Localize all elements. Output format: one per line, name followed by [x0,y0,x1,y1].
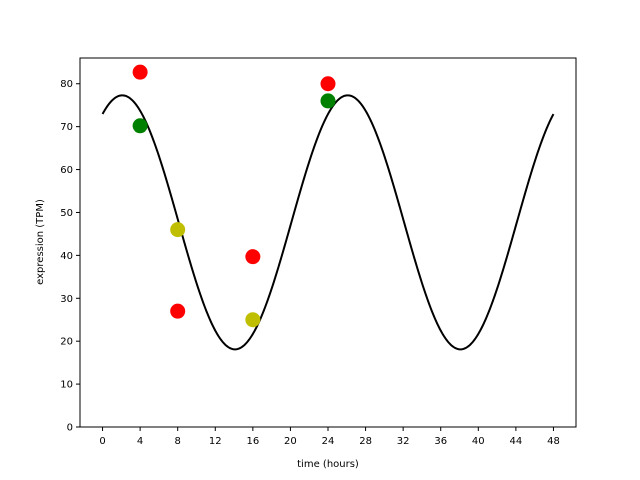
data-point-3 [170,303,186,319]
data-points-layer [132,64,336,328]
plot-background [80,58,576,427]
data-point-2 [170,222,186,238]
x-tick-label-32: 32 [397,436,410,447]
y-tick-label-30: 30 [60,294,73,305]
data-point-6 [320,76,336,92]
y-tick-label-50: 50 [60,208,73,219]
y-tick-label-70: 70 [60,122,73,133]
x-tick-label-4: 4 [137,436,143,447]
x-tick-label-36: 36 [434,436,447,447]
data-point-5 [245,312,261,328]
fit-curve [101,94,555,351]
plot-area [80,58,576,427]
x-tick-label-12: 12 [209,436,222,447]
x-tick-label-40: 40 [472,436,485,447]
y-axis-label: expression (TPM) [35,199,46,285]
data-point-7 [320,93,336,109]
x-axis-label: time (hours) [297,459,359,470]
data-point-0 [132,64,148,80]
x-tick-label-24: 24 [322,436,335,447]
x-tick-label-0: 0 [99,436,105,447]
y-tick-label-0: 0 [67,423,73,434]
y-tick-label-40: 40 [60,251,73,262]
x-tick-label-16: 16 [246,436,259,447]
y-tick-label-20: 20 [60,337,73,348]
x-tick-label-20: 20 [284,436,297,447]
x-tick-label-48: 48 [547,436,560,447]
data-point-1 [132,118,148,134]
x-tick-label-8: 8 [175,436,181,447]
y-tick-label-60: 60 [60,165,73,176]
x-tick-label-28: 28 [359,436,372,447]
fit-curve-layer [101,94,555,351]
y-tick-label-10: 10 [60,380,73,391]
y-tick-label-80: 80 [60,79,73,90]
data-point-4 [245,249,261,265]
x-tick-label-44: 44 [510,436,523,447]
